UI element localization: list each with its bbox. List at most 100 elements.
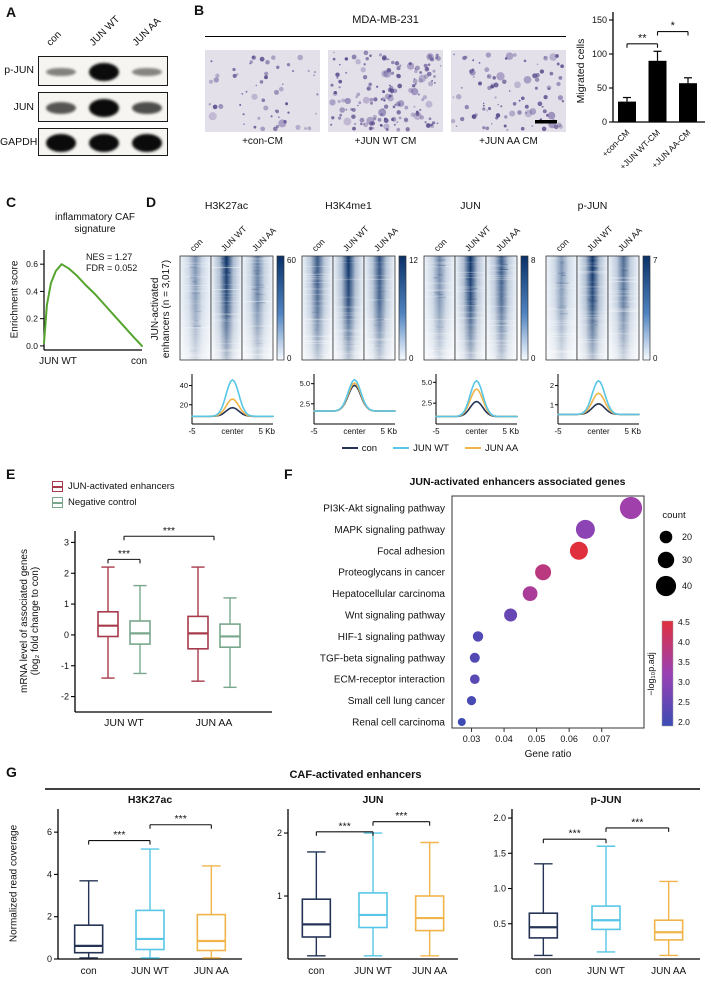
caf-enhancers-title: CAF-activated enhancers (289, 769, 422, 781)
migrated-cell-dot (352, 126, 356, 131)
chart-shape (205, 50, 320, 132)
migrated-cell-dot (377, 117, 382, 122)
migrated-cell-dot (541, 105, 544, 108)
migrated-cell-dot (399, 64, 402, 67)
migrated-cell-dot (428, 81, 434, 87)
chart-text: 5.0 (422, 378, 432, 387)
chart-text: TGF-beta signaling pathway (320, 653, 445, 664)
migrated-cell-dot (275, 124, 280, 129)
legend-line-con (341, 447, 358, 450)
chart-text: 50 (597, 83, 607, 93)
migrated-cell-dot (543, 94, 548, 100)
migrated-cell-dot (243, 123, 245, 126)
migrated-cell-dot (427, 63, 431, 66)
migrated-cell-dot (330, 123, 333, 126)
chart-shape (191, 379, 274, 418)
transwell-image (328, 50, 443, 132)
migrated-cell-dot (423, 63, 428, 68)
migrated-cell-dot (430, 123, 433, 127)
migrated-cell-dot (245, 90, 248, 93)
migrated-cell-dot (241, 93, 244, 95)
chart-text: 6 (47, 827, 52, 837)
migrated-cell-dot (431, 79, 434, 82)
migrated-cell-dot (541, 126, 547, 132)
migrated-cell-dot (251, 93, 258, 100)
chart-text: JUN WT (587, 966, 625, 977)
migrated-cell-dot (434, 56, 439, 60)
boxplot-box (591, 905, 621, 931)
dotplot-title: JUN-activated enhancers associated genes (409, 476, 626, 488)
chart-text: JUN WT (354, 966, 392, 977)
migrated-cell-dot (494, 96, 497, 99)
migrated-cell-dot (351, 107, 356, 112)
blot-box (38, 128, 168, 156)
boxplot-box (528, 912, 559, 939)
migrated-cell-dot (523, 59, 527, 63)
migrated-cell-dot (359, 117, 365, 123)
legend-line-jun-aa (464, 447, 481, 450)
migrated-cell-dot (503, 124, 507, 128)
chart-text: count (662, 510, 686, 521)
migrated-cell-dot (491, 123, 493, 125)
migrated-cell-dot (373, 97, 378, 102)
migrated-cell-dot (373, 117, 377, 121)
plot-frame (451, 495, 645, 729)
migrated-cell-dot (394, 104, 397, 106)
migrated-cell-dot (469, 69, 476, 76)
chart-text: 4.5 (678, 617, 690, 627)
chart-text: 0 (287, 354, 292, 363)
heatmap-title-jun: JUN (460, 200, 481, 212)
image-caption-con: +con-CM (242, 136, 283, 147)
gsea-title-line1: inflammatory CAF (54, 212, 135, 223)
migrated-cell-dot (561, 99, 564, 102)
migrated-cell-dot (313, 71, 317, 74)
chart-shape (43, 263, 143, 347)
migrated-cell-dot (396, 127, 401, 132)
migrated-cell-dot (263, 105, 269, 111)
migrated-cell-dot (487, 85, 492, 91)
chart-text: 7 (653, 256, 658, 265)
migrated-cell-dot (397, 100, 405, 107)
pathway-dotplot: 0.03 0.04 0.05 0.06 0.07 Gene ratio PI3K-Akt s… (320, 495, 692, 760)
migrated-cell-dot (547, 111, 556, 120)
migrated-cell-dot (496, 72, 505, 81)
migrated-cell-dot (383, 71, 386, 74)
chart-text: 2.5 (300, 399, 310, 408)
migrated-cell-dot (337, 116, 342, 120)
migrated-cell-dot (414, 82, 417, 85)
chart-text: 1 (64, 599, 69, 609)
chart-text: 1.0 (493, 884, 506, 894)
legend-glyph-median-line (53, 486, 62, 488)
chart-text: *** (339, 820, 351, 832)
migrated-cell-dot (341, 98, 346, 103)
migrated-cell-dot (390, 71, 395, 75)
migrated-cell-dot (397, 83, 403, 89)
chart-text: 0 (64, 630, 69, 640)
panel-d-label: D (146, 194, 157, 210)
protein-band (89, 63, 119, 81)
subplot-title-jun: JUN (362, 794, 384, 806)
chart-text: HIF-1 signaling pathway (338, 632, 445, 643)
chart-text: 0.0 (26, 341, 38, 351)
migrated-cell-dot (208, 79, 214, 84)
migrated-cell-dot (372, 114, 377, 120)
chart-text: center (465, 427, 488, 436)
migrated-cell-dot (239, 104, 242, 106)
migrated-cell-dot (556, 62, 560, 66)
legend-label-con: con (361, 443, 378, 454)
chart-text: *** (569, 828, 581, 840)
migrated-cell-dot (432, 122, 434, 125)
pathway-dot (522, 586, 538, 601)
chart-text: 2 (277, 828, 282, 838)
migrated-cell-dot (260, 126, 266, 132)
chart-text: -1 (61, 661, 69, 671)
migrated-cell-dot (472, 59, 475, 62)
migrated-cell-dot (286, 63, 291, 67)
chart-text: 1.5 (493, 848, 506, 858)
migrated-cell-dot (520, 96, 525, 101)
migrated-cell-dot (369, 121, 374, 126)
migrated-cell-dot (363, 123, 366, 126)
migrated-cell-dot (529, 108, 537, 115)
chart-shape (486, 256, 517, 360)
chart-text: 3 (64, 537, 69, 547)
